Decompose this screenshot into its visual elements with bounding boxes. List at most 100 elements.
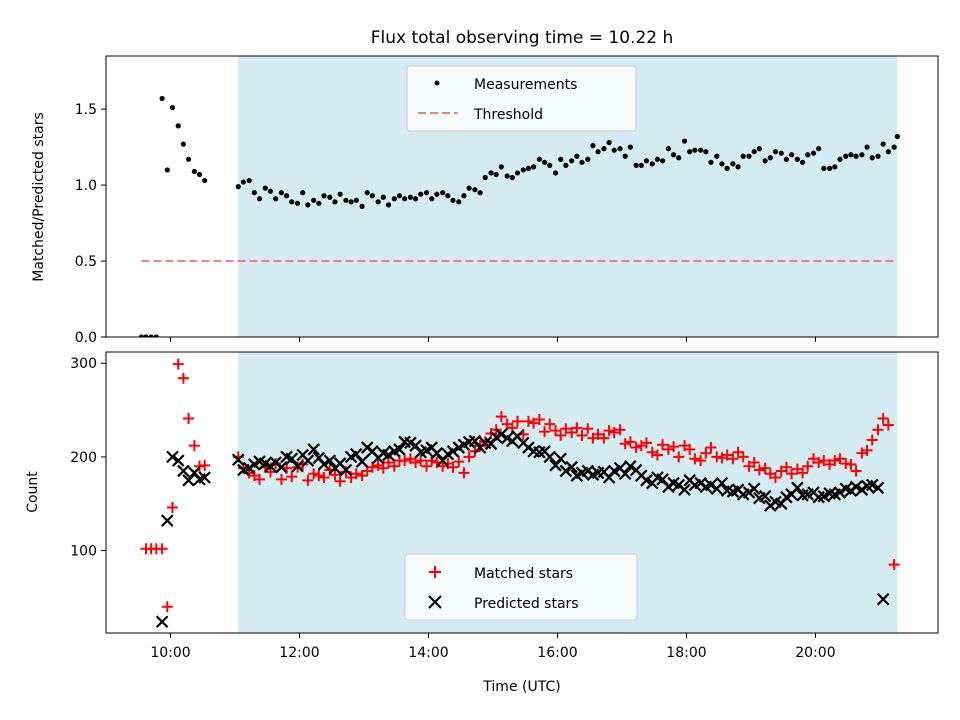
- measurement-point: [665, 146, 672, 152]
- predicted-stars-point: [382, 448, 395, 462]
- legend-measurements-marker: [434, 80, 440, 86]
- measurement-point: [730, 161, 736, 167]
- predicted-stars-point: [291, 459, 304, 473]
- measurement-point: [191, 168, 197, 175]
- matched-stars-point: [334, 475, 346, 487]
- measurement-point: [305, 202, 311, 208]
- measurement-point: [816, 146, 822, 152]
- measurement-point: [670, 152, 677, 158]
- matched-stars-point: [866, 434, 878, 446]
- measurement-point: [595, 149, 601, 155]
- ratio-legend: Measurements Threshold: [406, 65, 637, 132]
- predicted-stars-point: [166, 450, 179, 464]
- count-series-1: [155, 428, 890, 629]
- count-y-axis-label: Count: [25, 471, 41, 513]
- measurement-point: [692, 147, 698, 153]
- matched-stars-point: [813, 457, 825, 469]
- matched-stars-point: [608, 427, 620, 439]
- matched-stars-point: [544, 418, 556, 430]
- matched-stars-point: [603, 425, 615, 437]
- measurement-point: [391, 196, 397, 202]
- measurement-point: [456, 199, 462, 205]
- matched-stars-point: [539, 426, 551, 438]
- predicted-stars-point: [791, 481, 804, 495]
- measurement-point: [148, 334, 154, 337]
- x-tick-label: 10:00: [150, 645, 190, 661]
- x-tick-label: 16:00: [537, 645, 577, 661]
- matched-stars-point: [673, 451, 685, 463]
- matched-stars-point: [156, 543, 168, 555]
- predicted-stars-point: [704, 478, 718, 492]
- measurement-point: [799, 159, 806, 165]
- predicted-stars-point: [559, 464, 573, 478]
- measurement-point: [514, 170, 521, 176]
- matched-stars-point: [188, 440, 200, 452]
- measurement-point: [756, 146, 762, 152]
- matched-stars-point: [161, 601, 173, 613]
- matched-stars-point: [619, 438, 631, 450]
- matched-stars-point: [592, 428, 604, 440]
- matched-stars-point: [377, 462, 389, 474]
- measurement-point: [681, 138, 688, 144]
- measurement-point: [283, 193, 290, 199]
- matched-stars-point: [183, 413, 195, 425]
- measurement-point: [772, 149, 779, 155]
- matched-stars-point: [533, 413, 545, 425]
- predicted-stars-point: [317, 458, 331, 471]
- measurement-point: [853, 153, 859, 159]
- predicted-stars-point: [876, 593, 890, 606]
- matched-stars-point: [850, 465, 862, 477]
- matched-stars-point: [640, 437, 652, 449]
- measurement-point: [493, 171, 499, 178]
- measurement-point: [337, 191, 343, 197]
- count-panel: 100 200 300 10:00 12:00 14:00 16:00 18:00 20:00…: [25, 351, 939, 695]
- matched-stars-point: [614, 424, 626, 436]
- measurement-point: [601, 146, 607, 152]
- measurement-point: [525, 165, 532, 171]
- predicted-stars-point: [833, 486, 847, 499]
- measurement-point: [256, 196, 263, 202]
- matched-stars-point: [421, 460, 433, 472]
- matched-stars-point: [555, 429, 567, 441]
- measurement-point: [289, 199, 295, 205]
- ratio-series-0: [138, 95, 900, 337]
- predicted-stars-point: [301, 454, 315, 467]
- matched-stars-point: [350, 468, 362, 480]
- measurement-point: [235, 184, 241, 190]
- measurement-point: [552, 170, 559, 176]
- measurement-point: [832, 164, 838, 170]
- measurement-point: [164, 167, 170, 173]
- predicted-stars-point: [339, 463, 353, 477]
- measurement-point: [617, 146, 623, 152]
- ratio-y-tick-label: 1.5: [75, 102, 97, 118]
- count-y-tick-label: 200: [70, 450, 97, 466]
- matched-stars-point: [818, 455, 830, 467]
- matched-stars-point: [657, 439, 669, 451]
- matched-stars-point: [302, 474, 314, 486]
- matched-stars-point: [511, 415, 523, 427]
- measurement-point: [558, 156, 564, 162]
- matched-stars-point: [356, 470, 368, 482]
- measurement-point: [579, 159, 585, 165]
- measurement-point: [574, 153, 580, 159]
- x-tick-label: 20:00: [795, 645, 835, 661]
- measurement-point: [746, 153, 752, 159]
- measurement-point: [278, 190, 285, 196]
- matched-stars-point: [845, 458, 857, 470]
- measurement-point: [461, 193, 467, 199]
- measurement-point: [450, 197, 456, 203]
- measurement-point: [343, 197, 349, 203]
- matched-stars-point: [571, 422, 583, 434]
- legend-threshold-label: Threshold: [473, 107, 543, 123]
- predicted-stars-point: [160, 514, 174, 527]
- matched-stars-point: [566, 427, 578, 439]
- predicted-stars-point: [198, 471, 211, 484]
- measurement-point: [251, 190, 257, 196]
- matched-stars-point: [415, 455, 427, 467]
- measurement-point: [246, 177, 252, 184]
- matched-stars-point: [748, 457, 760, 469]
- matched-stars-point: [888, 559, 900, 571]
- matched-stars-point: [877, 413, 889, 425]
- matched-stars-point: [695, 455, 707, 467]
